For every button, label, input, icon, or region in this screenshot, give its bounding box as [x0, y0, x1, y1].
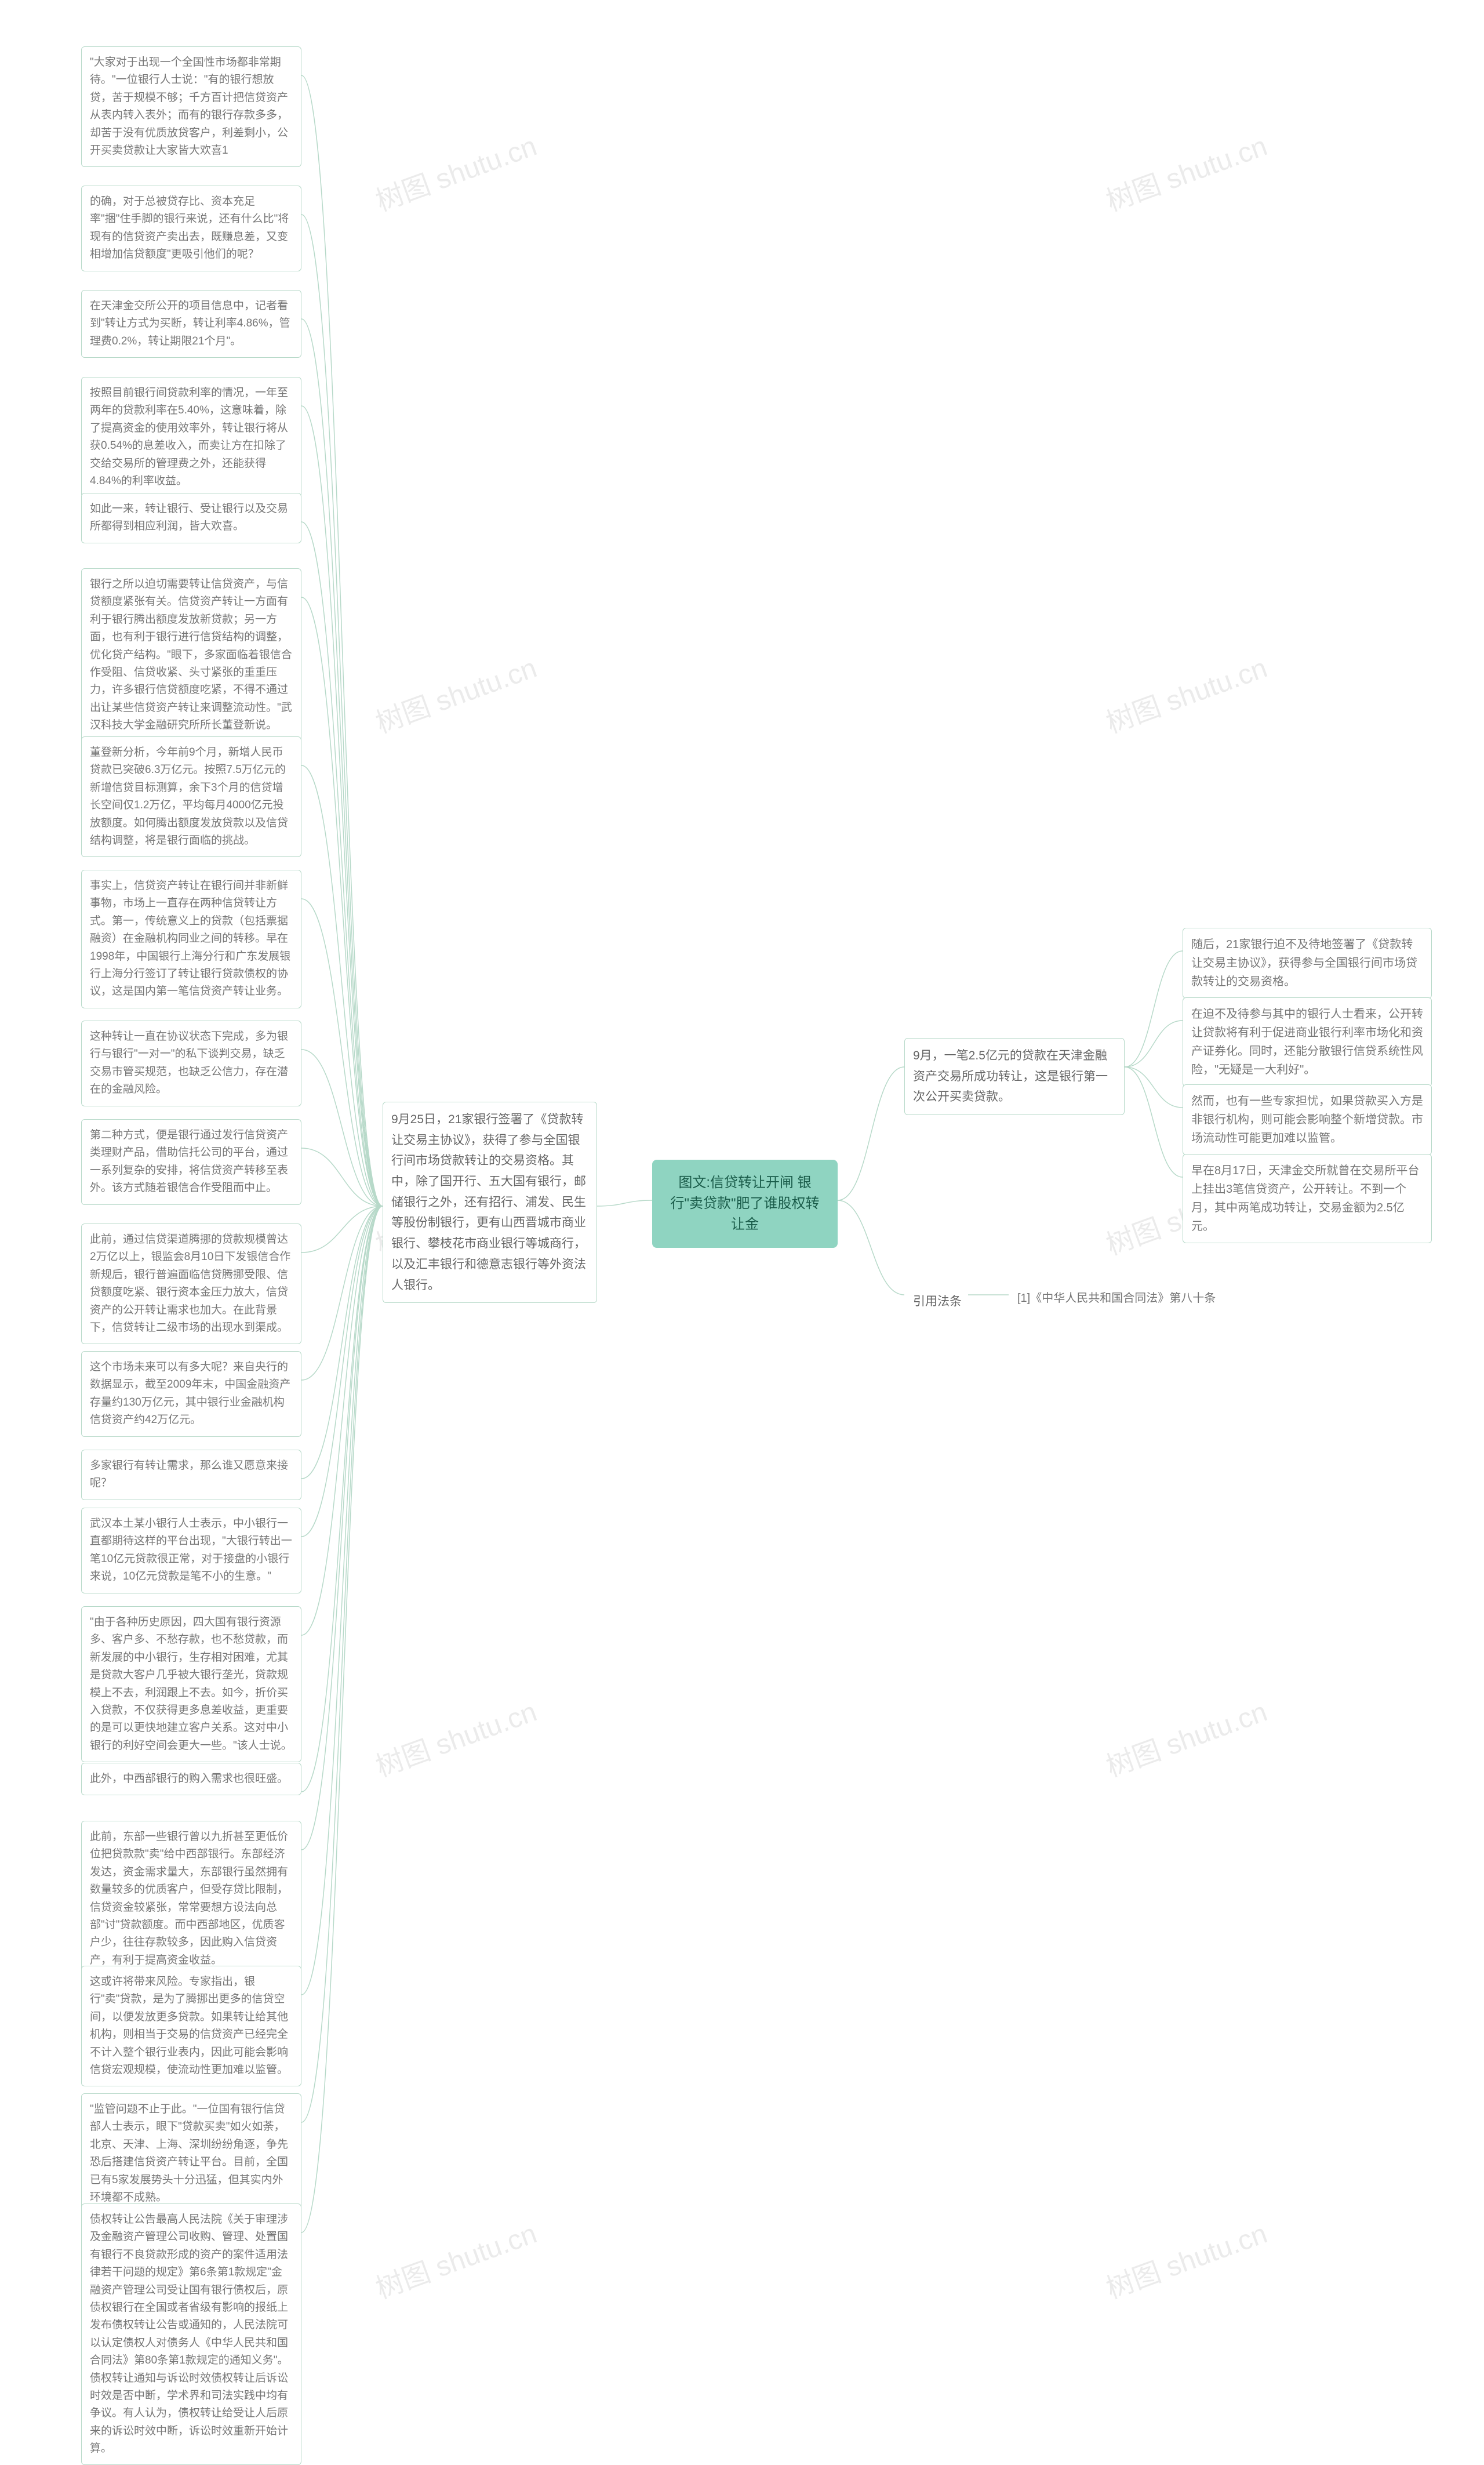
left-node-text-9: 第二种方式，便是银行通过发行信贷资产类理财产品，借助信托公司的平台，通过一系列复…	[90, 1129, 288, 1194]
watermark: 树图 shutu.cn	[369, 123, 541, 219]
right-leaf-text-0: 随后，21家银行迫不及待地签署了《贷款转让交易主协议》，获得参与全国银行间市场贷…	[1191, 938, 1417, 988]
right-branch-2: 引用法条	[904, 1284, 997, 1319]
right-leaf-2: 然而，也有一些专家担忧，如果贷款买入方是非银行机构，则可能会影响整个新增贷款。市…	[1183, 1084, 1432, 1155]
right-leaf-3: 早在8月17日，天津金交所就曾在交易所平台上挂出3笔信贷资产，公开转让。不到一个…	[1183, 1154, 1432, 1243]
left-node-text-3: 按照目前银行间贷款利率的情况，一年至两年的贷款利率在5.40%，这意味着，除了提…	[90, 387, 288, 487]
left-node-18: "监管问题不止于此。"一位国有银行信贷部人士表示，眼下"贷款买卖"如火如荼，北京…	[81, 2093, 301, 2214]
left-node-15: 此外，中西部银行的购入需求也很旺盛。	[81, 1763, 301, 1795]
left-node-6: 董登新分析，今年前9个月，新增人民币贷款已突破6.3万亿元。按照7.5万亿元的新…	[81, 736, 301, 857]
right-branch-1-text: 9月，一笔2.5亿元的贷款在天津金融资产交易所成功转让，这是银行第一次公开买卖贷…	[913, 1049, 1108, 1103]
right-branch-2-leaf: [1]《中华人民共和国合同法》第八十条	[1009, 1281, 1252, 1315]
left-node-text-8: 这种转让一直在协议状态下完成，多为银行与银行"一对一"的私下谈判交易，缺乏交易市…	[90, 1030, 288, 1095]
left-node-text-13: 武汉本土某小银行人士表示，中小银行一直都期待这样的平台出现，"大银行转出一笔10…	[90, 1518, 292, 1582]
center-root-node: 图文:信贷转让开闸 银行"卖贷款"肥了谁股权转让金	[652, 1160, 838, 1248]
right-leaf-text-1: 在迫不及待参与其中的银行人士看来，公开转让贷款将有利于促进商业银行利率市场化和资…	[1191, 1008, 1423, 1076]
left-node-5: 银行之所以迫切需要转让信贷资产，与信贷额度紧张有关。信贷资产转让一方面有利于银行…	[81, 568, 301, 742]
watermark: 树图 shutu.cn	[369, 645, 541, 740]
left-node-text-7: 事实上，信贷资产转让在银行间并非新鲜事物，市场上一直存在两种信贷转让方式。第一，…	[90, 880, 290, 997]
left-node-text-18: "监管问题不止于此。"一位国有银行信贷部人士表示，眼下"贷款买卖"如火如荼，北京…	[90, 2103, 288, 2203]
left-node-3: 按照目前银行间贷款利率的情况，一年至两年的贷款利率在5.40%，这意味着，除了提…	[81, 377, 301, 498]
left-node-10: 此前，通过信贷渠道腾挪的贷款规模曾达2万亿以上，银监会8月10日下发银信合作新规…	[81, 1224, 301, 1344]
left-node-text-15: 此外，中西部银行的购入需求也很旺盛。	[90, 1773, 288, 1785]
right-leaf-1: 在迫不及待参与其中的银行人士看来，公开转让贷款将有利于促进商业银行利率市场化和资…	[1183, 997, 1432, 1087]
watermark: 树图 shutu.cn	[1100, 645, 1272, 740]
watermark: 树图 shutu.cn	[369, 2210, 541, 2306]
left-node-text-6: 董登新分析，今年前9个月，新增人民币贷款已突破6.3万亿元。按照7.5万亿元的新…	[90, 746, 288, 847]
left-node-4: 如此一来，转让银行、受让银行以及交易所都得到相应利润，皆大欢喜。	[81, 493, 301, 543]
left-node-7: 事实上，信贷资产转让在银行间并非新鲜事物，市场上一直存在两种信贷转让方式。第一，…	[81, 870, 301, 1008]
left-node-12: 多家银行有转让需求，那么谁又愿意来接呢？	[81, 1450, 301, 1500]
left-node-text-12: 多家银行有转让需求，那么谁又愿意来接呢？	[90, 1460, 288, 1489]
mid-left-text: 9月25日，21家银行签署了《贷款转让交易主协议》，获得了参与全国银行间市场贷款…	[391, 1113, 586, 1292]
left-node-text-1: 的确，对于总被贷存比、资本充足率"捆"住手脚的银行来说，还有什么比"将现有的信贷…	[90, 195, 289, 260]
left-node-text-2: 在天津金交所公开的项目信息中，记者看到"转让方式为买断，转让利率4.86%，管理…	[90, 300, 290, 347]
left-node-11: 这个市场未来可以有多大呢？来自央行的数据显示，截至2009年末，中国金融资产存量…	[81, 1351, 301, 1437]
watermark: 树图 shutu.cn	[1100, 123, 1272, 219]
watermark: 树图 shutu.cn	[369, 1689, 541, 1784]
watermark: 树图 shutu.cn	[1100, 2210, 1272, 2306]
right-leaf-0: 随后，21家银行迫不及待地签署了《贷款转让交易主协议》，获得参与全国银行间市场贷…	[1183, 928, 1432, 999]
left-node-text-4: 如此一来，转让银行、受让银行以及交易所都得到相应利润，皆大欢喜。	[90, 503, 288, 532]
right-branch-2-leaf-text: [1]《中华人民共和国合同法》第八十条	[1017, 1292, 1216, 1305]
right-branch-1: 9月，一笔2.5亿元的贷款在天津金融资产交易所成功转让，这是银行第一次公开买卖贷…	[904, 1038, 1125, 1115]
mid-left-node: 9月25日，21家银行签署了《贷款转让交易主协议》，获得了参与全国银行间市场贷款…	[383, 1102, 597, 1303]
center-title: 图文:信贷转让开闸 银行"卖贷款"肥了谁股权转让金	[670, 1175, 819, 1232]
watermark: 树图 shutu.cn	[1100, 1689, 1272, 1784]
left-node-8: 这种转让一直在协议状态下完成，多为银行与银行"一对一"的私下谈判交易，缺乏交易市…	[81, 1021, 301, 1106]
left-node-14: "由于各种历史原因，四大国有银行资源多、客户多、不愁存款，也不愁贷款，而新发展的…	[81, 1606, 301, 1762]
left-node-text-16: 此前，东部一些银行曾以九折甚至更低价位把贷款款"卖"给中西部银行。东部经济发达，…	[90, 1831, 288, 1966]
left-node-2: 在天津金交所公开的项目信息中，记者看到"转让方式为买断，转让利率4.86%，管理…	[81, 290, 301, 358]
left-node-text-14: "由于各种历史原因，四大国有银行资源多、客户多、不愁存款，也不愁贷款，而新发展的…	[90, 1616, 292, 1752]
left-node-text-10: 此前，通过信贷渠道腾挪的贷款规模曾达2万亿以上，银监会8月10日下发银信合作新规…	[90, 1233, 290, 1334]
left-node-0: "大家对于出现一个全国性市场都非常期待。"一位银行人士说："有的银行想放贷，苦于…	[81, 46, 301, 167]
left-node-text-17: 这或许将带来风险。专家指出，银行"卖"贷款，是为了腾挪出更多的信贷空间，以便发放…	[90, 1976, 288, 2076]
right-leaf-text-3: 早在8月17日，天津金交所就曾在交易所平台上挂出3笔信贷资产，公开转让。不到一个…	[1191, 1164, 1419, 1233]
right-leaf-text-2: 然而，也有一些专家担忧，如果贷款买入方是非银行机构，则可能会影响整个新增贷款。市…	[1191, 1095, 1423, 1145]
left-node-19: 债权转让公告最高人民法院《关于审理涉及金融资产管理公司收购、管理、处置国有银行不…	[81, 2203, 301, 2465]
right-branch-2-text: 引用法条	[913, 1295, 962, 1308]
left-node-text-5: 银行之所以迫切需要转让信贷资产，与信贷额度紧张有关。信贷资产转让一方面有利于银行…	[90, 578, 292, 731]
left-node-16: 此前，东部一些银行曾以九折甚至更低价位把贷款款"卖"给中西部银行。东部经济发达，…	[81, 1821, 301, 1977]
left-node-13: 武汉本土某小银行人士表示，中小银行一直都期待这样的平台出现，"大银行转出一笔10…	[81, 1508, 301, 1593]
left-node-9: 第二种方式，便是银行通过发行信贷资产类理财产品，借助信托公司的平台，通过一系列复…	[81, 1119, 301, 1205]
left-node-1: 的确，对于总被贷存比、资本充足率"捆"住手脚的银行来说，还有什么比"将现有的信贷…	[81, 186, 301, 271]
left-node-text-19: 债权转让公告最高人民法院《关于审理涉及金融资产管理公司收购、管理、处置国有银行不…	[90, 2213, 288, 2455]
left-node-17: 这或许将带来风险。专家指出，银行"卖"贷款，是为了腾挪出更多的信贷空间，以便发放…	[81, 1966, 301, 2086]
left-node-text-11: 这个市场未来可以有多大呢？来自央行的数据显示，截至2009年末，中国金融资产存量…	[90, 1361, 290, 1426]
left-node-text-0: "大家对于出现一个全国性市场都非常期待。"一位银行人士说："有的银行想放贷，苦于…	[90, 56, 288, 157]
